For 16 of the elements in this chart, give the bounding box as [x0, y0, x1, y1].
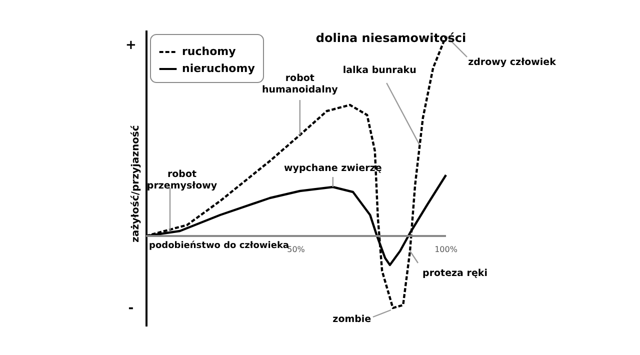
annotation: lalka bunraku	[342, 65, 416, 76]
legend-label: ruchomy	[182, 45, 236, 58]
legend-label: nieruchomy	[182, 62, 255, 75]
annotation: proteza ręki	[422, 268, 488, 279]
annotation: wypchane zwierzę	[284, 163, 382, 174]
y-axis-title: zażyłość/przyjazność	[130, 125, 142, 242]
annotation: zombie	[332, 314, 372, 325]
x-axis-title: podobieństwo do człowieka	[149, 240, 289, 251]
x-tick-label: 100%	[434, 245, 458, 254]
annotation: dolina niesamowitości	[316, 31, 466, 45]
x-tick-label: 50%	[287, 245, 306, 254]
text: +	[126, 38, 136, 53]
annotation: robot przemysłowy	[146, 169, 218, 192]
annotation: robot humanoidalny	[262, 73, 339, 96]
text: -	[128, 301, 134, 316]
annotation: zdrowy człowiek	[468, 57, 557, 68]
